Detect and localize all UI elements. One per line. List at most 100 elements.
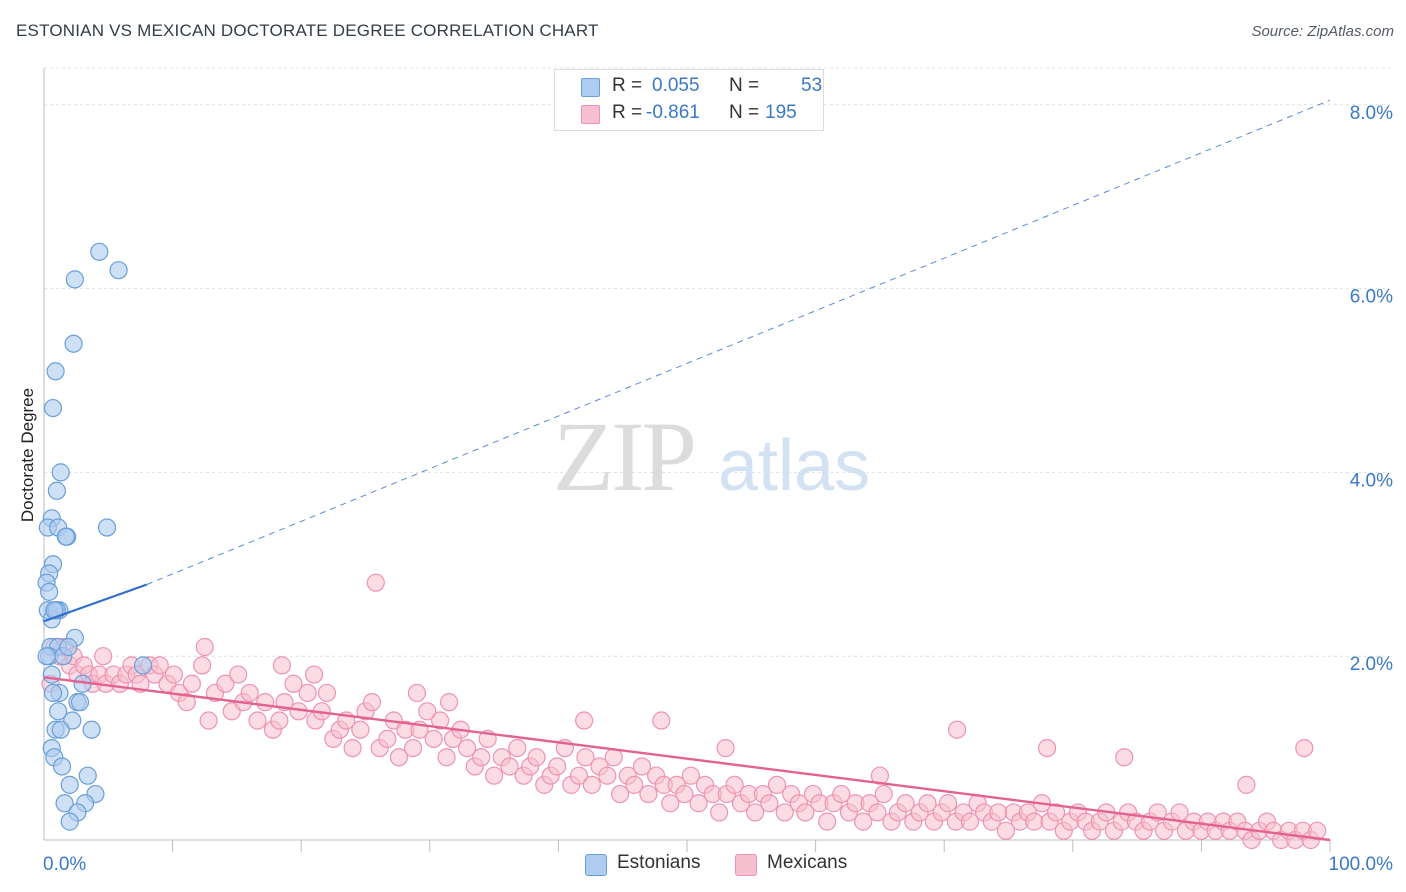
y-tick-label: 8.0% (1350, 103, 1393, 124)
y-tick-label: 4.0% (1350, 470, 1393, 491)
estonian-point (60, 775, 79, 794)
mexican-point (272, 656, 292, 675)
mexican-point (716, 738, 735, 758)
estonian-point (47, 481, 66, 500)
mexican-point (270, 711, 289, 730)
mexican-point (767, 775, 787, 794)
mexican-point (896, 794, 915, 813)
y-tick-labels: 2.0% 4.0% 6.0% 8.0% (1350, 103, 1393, 675)
mexican-point (94, 647, 113, 666)
chart-title: ESTONIAN VS MEXICAN DOCTORATE DEGREE COR… (16, 21, 599, 40)
mexican-point (868, 803, 887, 822)
mexican-point (947, 720, 967, 739)
mexican-point (548, 757, 567, 776)
estonian-point (64, 334, 83, 353)
mexican-point (960, 812, 980, 831)
legend-swatch-estonians (581, 78, 600, 97)
mexican-point (996, 821, 1016, 840)
mexican-point (472, 748, 491, 767)
mexican-point (284, 674, 303, 693)
mexican-point (652, 711, 671, 730)
correlation-legend: R = 0.055 N = 53 R = -0.861 N = 195 (554, 69, 824, 131)
source-credit: Source: ZipAtlas.com (1251, 23, 1394, 40)
mexican-point (675, 784, 694, 804)
estonian-point (42, 665, 61, 684)
estonian-points (37, 242, 153, 831)
mexican-point (611, 784, 630, 804)
mexican-point (164, 665, 183, 684)
mexican-point (874, 784, 893, 804)
mexican-point (424, 729, 443, 749)
estonian-point (51, 720, 70, 739)
mexican-point (632, 757, 652, 776)
legend-row-mexicans: R = -0.861 N = 195 (555, 101, 823, 127)
estonian-point (59, 637, 78, 657)
estonian-point (70, 693, 90, 712)
mexican-point (437, 748, 456, 767)
bottom-legend-estonians: Estonians (585, 851, 725, 879)
mexican-point (832, 784, 851, 804)
legend-n-label: N = (729, 102, 760, 123)
estonian-point (49, 702, 68, 721)
legend-r-label: R = (612, 102, 643, 123)
estonian-point (56, 527, 75, 546)
mexican-trend-line (43, 676, 1331, 842)
estonian-point (43, 398, 63, 418)
estonian-point (97, 518, 117, 537)
mexican-point (710, 803, 729, 822)
legend-r-value: 0.055 (652, 75, 700, 96)
mexican-point (527, 748, 546, 767)
estonian-point (40, 582, 59, 601)
trend-lines (43, 99, 1331, 842)
mexican-point (569, 766, 589, 785)
mexican-point (760, 794, 779, 813)
mexican-point (1237, 775, 1256, 794)
mexican-point (500, 757, 519, 776)
estonian-trend-line (43, 583, 148, 623)
estonian-point (55, 794, 74, 813)
estonian-point (52, 757, 72, 776)
mexican-point (240, 683, 259, 703)
mexican-point (378, 729, 397, 749)
mexican-point (317, 683, 337, 703)
estonian-point (82, 720, 101, 739)
mexican-point (918, 794, 937, 813)
mexican-point (199, 711, 218, 730)
mexican-point (598, 766, 617, 785)
mexican-point (689, 794, 708, 813)
estonian-point (133, 656, 153, 675)
mexican-point (195, 637, 214, 657)
estonian-point (78, 766, 97, 785)
estonian-trend-dashed (146, 99, 1331, 585)
legend-r-label: R = (612, 75, 643, 96)
mexican-point (229, 665, 248, 684)
mexican-point (582, 775, 601, 794)
mexican-point (1037, 738, 1057, 758)
mexican-point (256, 693, 275, 712)
mexican-point (818, 812, 837, 831)
mexican-point (389, 748, 409, 767)
y-tick-label: 2.0% (1350, 654, 1393, 675)
mexican-point (661, 794, 680, 813)
mexican-point (304, 665, 324, 684)
watermark-atlas: atlas (718, 426, 870, 506)
estonian-point (43, 683, 63, 703)
mexican-point (775, 803, 794, 822)
estonian-point (65, 270, 84, 289)
mexican-point (1046, 803, 1066, 822)
x-tick-label-max: 100.0% (1329, 854, 1394, 875)
x-ticks (172, 840, 1331, 852)
mexican-point (430, 711, 450, 730)
legend-row-estonians: R = 0.055 N = 53 (555, 74, 823, 100)
mexican-point (193, 656, 212, 675)
legend-n-value: 53 (801, 75, 823, 96)
mexican-point (725, 775, 744, 794)
mexican-point (298, 683, 317, 703)
mexican-point (485, 766, 504, 785)
mexican-point (1295, 738, 1314, 758)
mexican-point (216, 674, 235, 693)
mexican-point (938, 794, 958, 813)
mexican-point (746, 803, 765, 822)
mexican-point (439, 693, 459, 712)
